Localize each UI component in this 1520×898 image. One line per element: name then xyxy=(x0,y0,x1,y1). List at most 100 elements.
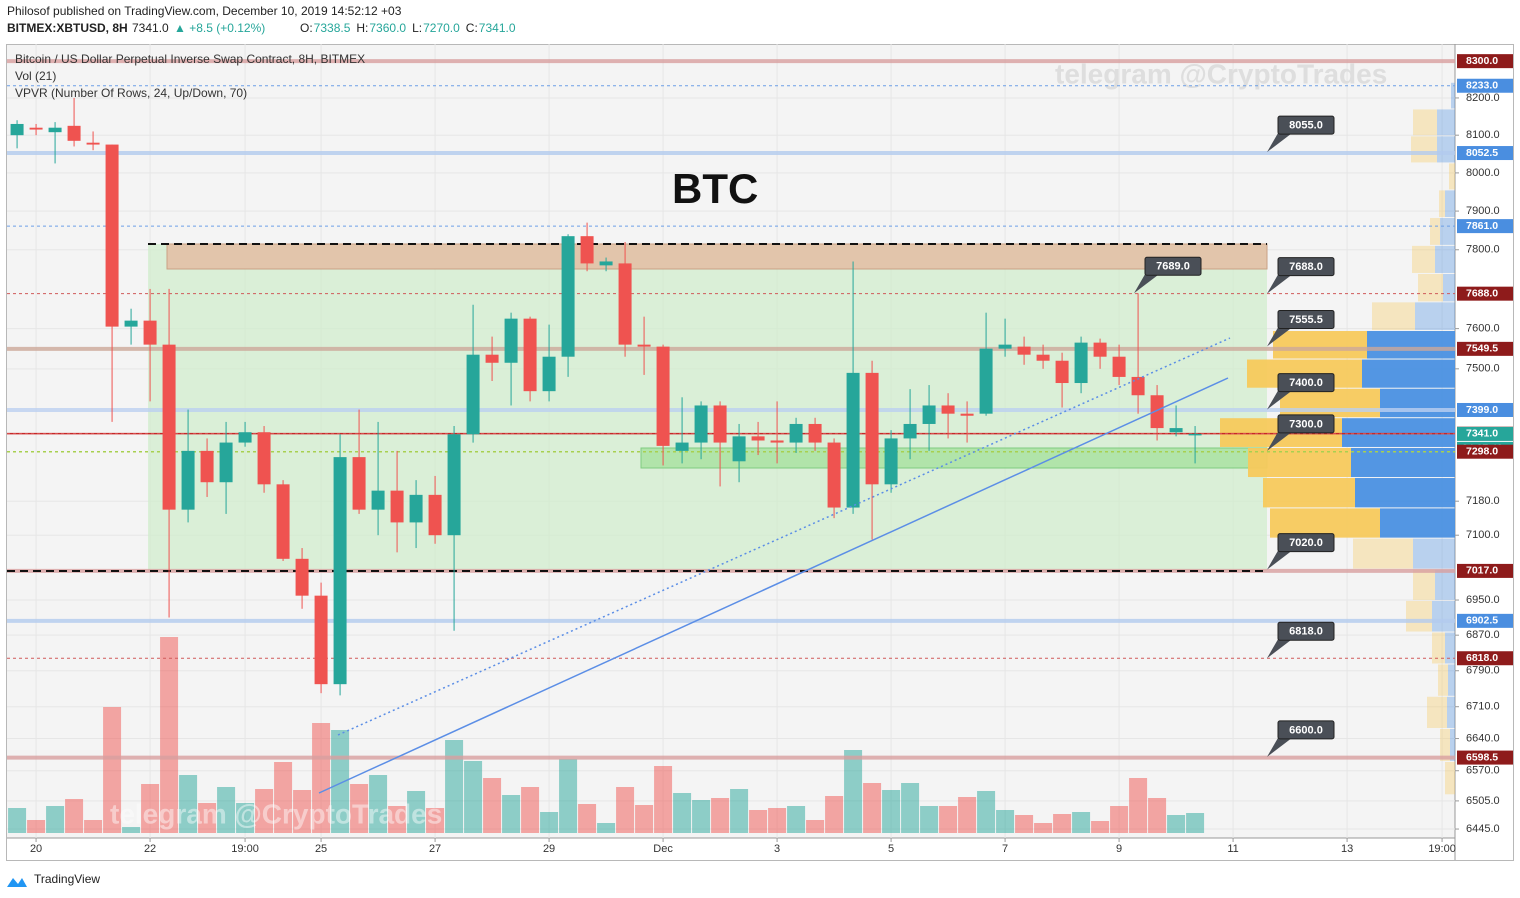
vpvr-down xyxy=(1427,696,1447,728)
ohlc-key: O: xyxy=(300,21,313,35)
callout-box xyxy=(1277,309,1335,329)
callout-pointer xyxy=(1267,431,1292,451)
volume-bar xyxy=(8,808,27,833)
candle-body xyxy=(903,423,917,439)
volume-bar xyxy=(141,784,160,833)
candle-body xyxy=(732,436,746,462)
vpvr-up xyxy=(1435,569,1455,600)
vpvr-down xyxy=(1273,331,1367,359)
callout-label: 6818.0 xyxy=(1289,626,1323,638)
price-badge xyxy=(1457,286,1513,301)
volume-bar xyxy=(844,750,863,833)
watermark: telegram @CryptoTrades xyxy=(110,798,442,829)
vpvr-up xyxy=(1440,218,1455,245)
vpvr-down xyxy=(1418,273,1443,302)
volume-bar xyxy=(635,805,654,833)
callout-pointer xyxy=(1267,737,1292,757)
x-tick-label: 13 xyxy=(1341,843,1353,855)
price-badge xyxy=(1457,444,1513,459)
candle-body xyxy=(599,261,613,266)
vpvr-up xyxy=(1355,478,1455,508)
vpvr-down xyxy=(1449,163,1455,190)
vpvr-down xyxy=(1445,761,1455,795)
volume-bar xyxy=(806,820,825,833)
candle-body xyxy=(998,344,1012,349)
volume-bar xyxy=(293,790,312,833)
volume-bar xyxy=(445,740,464,833)
vpvr-down xyxy=(1412,245,1435,273)
volume-bar xyxy=(673,793,692,833)
candle-body xyxy=(1074,342,1088,384)
candle-body xyxy=(105,144,119,327)
candle-body xyxy=(675,442,689,451)
last-price: 7341.0 xyxy=(132,21,169,35)
candle-body xyxy=(637,344,651,347)
volume-bar xyxy=(996,810,1015,833)
published: Philosof published on TradingView.com, D… xyxy=(7,4,402,18)
callout-pointer xyxy=(1267,550,1292,570)
candle-body xyxy=(523,318,537,392)
candle-body xyxy=(542,356,556,392)
candle-body xyxy=(1131,376,1145,396)
callout-label: 7020.0 xyxy=(1289,537,1323,549)
candle-body xyxy=(466,354,480,435)
volume-bar xyxy=(1186,813,1205,833)
candle-body xyxy=(618,263,632,345)
candle-body xyxy=(884,438,898,485)
vpvr-up xyxy=(1415,302,1455,331)
volume-bar xyxy=(483,778,502,833)
volume-bar xyxy=(597,823,616,833)
volume-bar xyxy=(274,762,293,833)
callout-pointer xyxy=(1267,639,1292,659)
volume-bar xyxy=(179,775,198,833)
callout-label: 8055.0 xyxy=(1289,120,1323,132)
ohlc-key: L: xyxy=(412,21,422,35)
candle-body xyxy=(713,405,727,443)
vpvr-up xyxy=(1448,664,1455,696)
volume-bar xyxy=(540,812,559,833)
volume-bar xyxy=(787,806,806,833)
candle-body xyxy=(219,442,233,483)
price-badge-label: 6902.5 xyxy=(1466,615,1498,627)
volume-bar xyxy=(502,795,521,833)
y-tick-label: 7500.0 xyxy=(1466,363,1500,375)
volume-bar xyxy=(730,789,749,833)
vpvr-down xyxy=(1280,388,1380,418)
volume-bar xyxy=(1148,798,1167,833)
volume-bar xyxy=(559,759,578,833)
vpvr-up xyxy=(1380,508,1455,538)
volume-bar xyxy=(616,787,635,833)
candle-body xyxy=(1169,428,1183,433)
callout-box xyxy=(1144,256,1202,276)
volume-bar xyxy=(1072,812,1091,833)
vpvr-up xyxy=(1362,359,1455,388)
price-badge xyxy=(1457,426,1513,441)
price-badge xyxy=(1457,146,1513,161)
vpvr-down xyxy=(1406,600,1432,632)
candle-body xyxy=(124,320,138,327)
price-badge-label: 7399.0 xyxy=(1466,404,1498,416)
candle-body xyxy=(181,450,195,510)
price-badge-label: 6598.5 xyxy=(1466,751,1498,763)
candle-body xyxy=(86,142,100,145)
candle-body xyxy=(276,484,290,559)
ohlc-key: C: xyxy=(466,21,478,35)
vpvr-up xyxy=(1413,538,1455,569)
vpvr-down xyxy=(1439,190,1445,218)
callout-label: 7555.5 xyxy=(1289,314,1323,326)
candle-body xyxy=(922,405,936,424)
price-badge xyxy=(1457,402,1513,417)
callout-pointer xyxy=(1134,274,1159,294)
vpvr-up xyxy=(1443,273,1455,302)
volume-bar xyxy=(825,796,844,833)
vpvr-down xyxy=(1411,136,1437,163)
callout-pointer xyxy=(1267,274,1292,294)
vpvr-up xyxy=(1432,600,1455,632)
vpvr-up xyxy=(1447,696,1455,728)
legend: Bitcoin / US Dollar Perpetual Inverse Sw… xyxy=(15,52,365,100)
vpvr-down xyxy=(1430,218,1440,245)
candle-body xyxy=(67,125,81,141)
callout-pointer xyxy=(1267,133,1292,153)
vpvr-up xyxy=(1445,190,1455,218)
candle-body xyxy=(162,344,176,510)
